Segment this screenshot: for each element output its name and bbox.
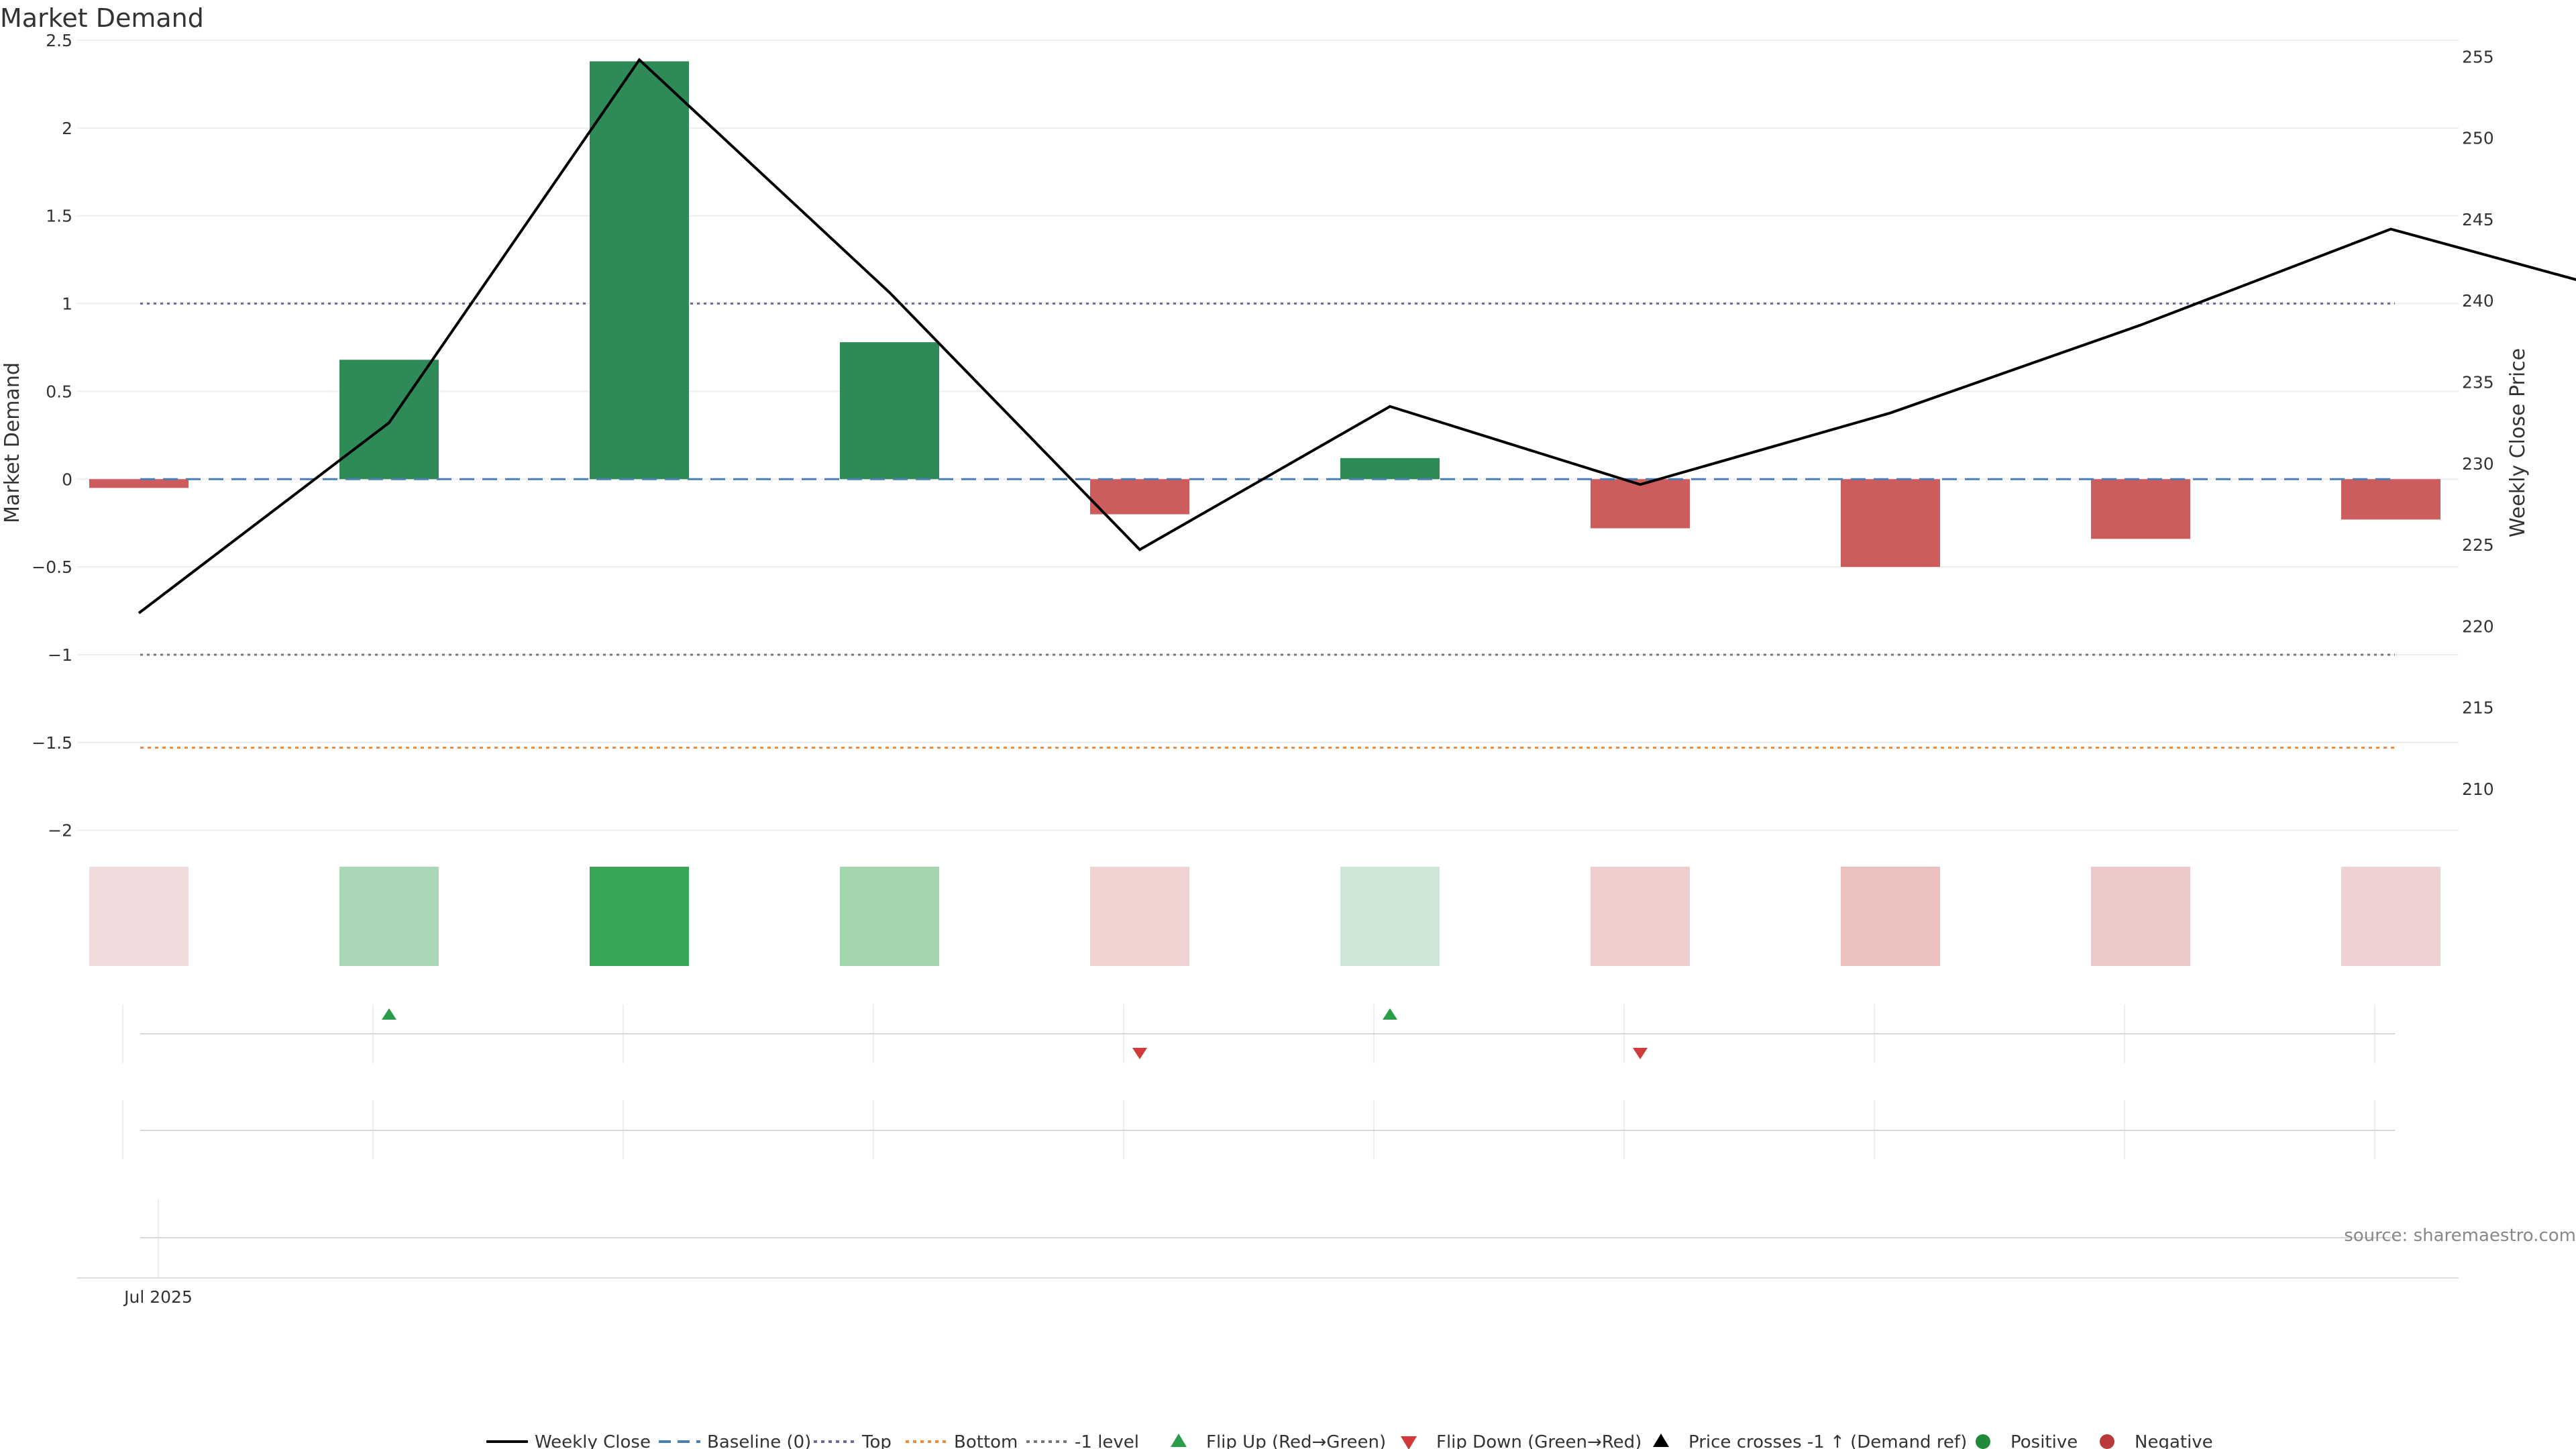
legend-item: Baseline (0) bbox=[659, 1432, 811, 1449]
price-cross-panel bbox=[122, 1100, 2395, 1159]
demand-bar-9 bbox=[2341, 479, 2440, 520]
right-tick-label: 245 bbox=[2462, 210, 2494, 229]
legend-label: Baseline (0) bbox=[707, 1432, 811, 1449]
legend-item: Bottom bbox=[906, 1432, 1018, 1449]
heat-cell-3 bbox=[840, 867, 939, 966]
weekly-close-polyline bbox=[138, 58, 2576, 614]
legend-item: Top bbox=[814, 1432, 892, 1449]
right-axis-title: Weekly Close Price bbox=[2506, 348, 2530, 537]
legend-swatch bbox=[1171, 1434, 1187, 1447]
left-tick-label: −1.5 bbox=[32, 733, 72, 753]
right-tick-label: 235 bbox=[2462, 372, 2494, 392]
left-tick-label: 0 bbox=[62, 470, 72, 489]
right-tick-label: 255 bbox=[2462, 47, 2494, 66]
legend-label: Flip Down (Green→Red) bbox=[1436, 1432, 1642, 1449]
right-axis-ticks: 210 215 220 225 230 235 240 245 250 255 bbox=[2462, 47, 2494, 799]
demand-bar-3 bbox=[840, 342, 939, 480]
weekly-close-line bbox=[138, 58, 2576, 614]
flip-markers-panel bbox=[122, 1004, 2395, 1063]
legend-label: Price crosses -1 ↑ (Demand ref) bbox=[1688, 1432, 1967, 1449]
legend-swatch bbox=[2100, 1434, 2114, 1449]
demand-bar-0 bbox=[89, 479, 189, 488]
legend-label: Weekly Close bbox=[535, 1432, 651, 1449]
legend-label: Negative bbox=[2135, 1432, 2213, 1449]
legend-label: Bottom bbox=[954, 1432, 1018, 1449]
left-tick-label: −1 bbox=[48, 645, 72, 665]
legend: Weekly Close Baseline (0) Top Bottom -1 leve… bbox=[486, 1432, 2213, 1449]
heat-cell-4 bbox=[1090, 867, 1189, 966]
demand-bar-8 bbox=[2091, 479, 2190, 539]
legend-label: Flip Up (Red→Green) bbox=[1206, 1432, 1386, 1449]
flip-down-marker bbox=[1132, 1048, 1147, 1059]
heat-cell-2 bbox=[590, 867, 689, 966]
x-tick-label: Jul 2025 bbox=[123, 1287, 193, 1307]
right-tick-label: 230 bbox=[2462, 454, 2494, 474]
left-axis-title: Market Demand bbox=[1, 362, 24, 523]
right-tick-label: 215 bbox=[2462, 698, 2494, 718]
left-tick-label: −0.5 bbox=[32, 557, 72, 577]
legend-item: Negative bbox=[2100, 1432, 2213, 1449]
right-tick-label: 240 bbox=[2462, 291, 2494, 311]
legend-swatch bbox=[1401, 1436, 1417, 1449]
legend-swatch bbox=[1653, 1434, 1669, 1447]
right-tick-label: 250 bbox=[2462, 129, 2494, 148]
demand-bar-4 bbox=[1090, 479, 1189, 515]
heat-cell-5 bbox=[1340, 867, 1440, 966]
left-tick-label: 1 bbox=[62, 294, 72, 314]
demand-bar-5 bbox=[1340, 458, 1440, 480]
legend-item: -1 level bbox=[1026, 1432, 1139, 1449]
heat-cell-9 bbox=[2341, 867, 2440, 966]
legend-label: Top bbox=[861, 1432, 892, 1449]
legend-item: Positive bbox=[1976, 1432, 2078, 1449]
heat-cell-7 bbox=[1841, 867, 1940, 966]
right-tick-label: 220 bbox=[2462, 616, 2494, 636]
demand-bars bbox=[89, 61, 2440, 568]
heat-cell-8 bbox=[2091, 867, 2190, 966]
bottom-panel: Jul 2025 source: sharemaestro.com bbox=[77, 1199, 2576, 1307]
heat-cell-0 bbox=[89, 867, 189, 966]
level-lines bbox=[140, 303, 2395, 749]
flip-up-marker bbox=[1383, 1008, 1397, 1020]
demand-bar-2 bbox=[590, 61, 689, 480]
legend-label: Positive bbox=[2010, 1432, 2078, 1449]
source-note: source: sharemaestro.com bbox=[2344, 1226, 2576, 1246]
heat-cell-6 bbox=[1591, 867, 1690, 966]
flip-down-marker bbox=[1633, 1048, 1648, 1059]
right-tick-label: 225 bbox=[2462, 535, 2494, 555]
left-axis-ticks: −2 −1.5 −1 −0.5 0 0.5 1 1.5 2 2.5 bbox=[32, 31, 72, 841]
flip-up-marker bbox=[382, 1008, 396, 1020]
demand-bar-1 bbox=[339, 360, 439, 480]
legend-item: Flip Down (Green→Red) bbox=[1401, 1432, 1642, 1449]
demand-heat-strip bbox=[89, 867, 2440, 966]
demand-bar-6 bbox=[1591, 479, 1690, 529]
legend-item: Flip Up (Red→Green) bbox=[1171, 1432, 1386, 1449]
left-tick-label: 0.5 bbox=[46, 382, 72, 401]
demand-bar-7 bbox=[1841, 479, 1940, 568]
legend-label: -1 level bbox=[1075, 1432, 1139, 1449]
right-tick-label: 210 bbox=[2462, 780, 2494, 799]
left-tick-label: 1.5 bbox=[46, 207, 72, 226]
heat-cell-1 bbox=[339, 867, 439, 966]
left-tick-label: 2 bbox=[62, 119, 72, 138]
legend-swatch bbox=[1976, 1434, 1990, 1449]
chart-title: Market Demand bbox=[0, 3, 204, 33]
legend-item: Weekly Close bbox=[486, 1432, 651, 1449]
left-tick-label: 2.5 bbox=[46, 31, 72, 50]
legend-item: Price crosses -1 ↑ (Demand ref) bbox=[1653, 1432, 1967, 1449]
left-tick-label: −2 bbox=[48, 821, 72, 841]
